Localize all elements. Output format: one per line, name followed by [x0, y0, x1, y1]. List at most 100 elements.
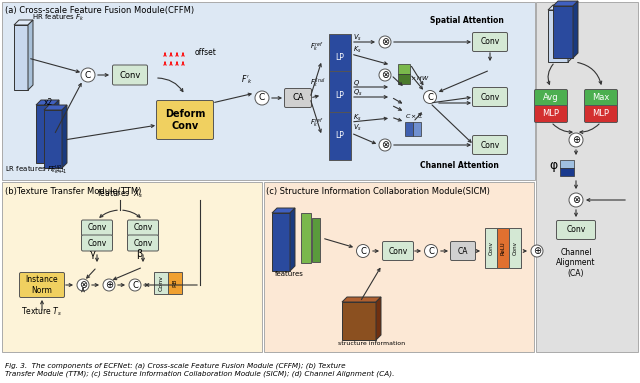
Bar: [301, 213, 311, 263]
Text: Conv: Conv: [159, 275, 163, 291]
Text: $Q$: $Q$: [353, 78, 360, 88]
Text: $C\times C$: $C\times C$: [405, 112, 424, 120]
Text: ⊗: ⊗: [381, 37, 389, 47]
Text: ⊗: ⊗: [381, 70, 389, 80]
Text: Conv: Conv: [119, 70, 141, 80]
Text: (b)Texture Transfer Module(TTM): (b)Texture Transfer Module(TTM): [5, 187, 141, 196]
Bar: [560, 160, 574, 168]
Polygon shape: [376, 297, 381, 340]
Bar: [413, 122, 421, 136]
Polygon shape: [568, 5, 573, 62]
Text: $HW\times HW$: $HW\times HW$: [398, 74, 429, 82]
Text: Conv: Conv: [388, 247, 408, 255]
Text: Conv: Conv: [566, 226, 586, 234]
Bar: [342, 302, 376, 340]
Text: features  $X_s$: features $X_s$: [97, 187, 143, 200]
Text: Avg: Avg: [543, 93, 559, 103]
Circle shape: [569, 193, 583, 207]
Circle shape: [255, 91, 269, 105]
Text: C: C: [132, 280, 138, 290]
Text: ⊗: ⊗: [572, 195, 580, 205]
FancyBboxPatch shape: [472, 33, 508, 51]
Bar: [536, 2, 638, 352]
Circle shape: [356, 244, 369, 257]
FancyBboxPatch shape: [81, 235, 113, 251]
Bar: [497, 228, 509, 268]
Text: Max: Max: [592, 93, 610, 103]
FancyBboxPatch shape: [127, 235, 159, 251]
Text: Conv: Conv: [133, 239, 152, 247]
Text: MLP: MLP: [543, 110, 559, 118]
Text: φ: φ: [549, 159, 557, 172]
Text: Channel
Alignment
(CA): Channel Alignment (CA): [556, 248, 596, 278]
Text: features: features: [275, 271, 304, 277]
FancyBboxPatch shape: [584, 105, 618, 123]
Polygon shape: [290, 208, 295, 271]
Text: ReLU: ReLU: [500, 241, 506, 255]
FancyBboxPatch shape: [157, 100, 214, 139]
Text: CA: CA: [458, 247, 468, 255]
Text: Conv: Conv: [88, 239, 107, 247]
Text: Conv: Conv: [88, 224, 107, 232]
Circle shape: [77, 279, 89, 291]
Circle shape: [379, 69, 391, 81]
Text: Channel Attention: Channel Attention: [420, 161, 499, 170]
Circle shape: [569, 133, 583, 147]
Text: $K_s$: $K_s$: [353, 113, 362, 123]
Polygon shape: [62, 105, 67, 168]
Bar: [553, 6, 573, 58]
Polygon shape: [342, 297, 381, 302]
Text: Conv: Conv: [488, 241, 493, 255]
Text: $F_k^{ref}$: $F_k^{ref}$: [310, 117, 323, 131]
Polygon shape: [272, 208, 295, 213]
Text: LP: LP: [335, 131, 344, 141]
Text: $F_k^{final}$: $F_k^{final}$: [310, 76, 326, 90]
Bar: [485, 228, 497, 268]
Polygon shape: [28, 20, 33, 90]
Circle shape: [379, 139, 391, 151]
Text: x2: x2: [44, 98, 52, 107]
FancyBboxPatch shape: [127, 220, 159, 236]
FancyBboxPatch shape: [113, 65, 147, 85]
Bar: [2, 2, 535, 180]
Text: structure information: structure information: [338, 341, 405, 346]
Bar: [272, 213, 290, 271]
Circle shape: [379, 36, 391, 48]
Text: $F'_k$: $F'_k$: [241, 73, 253, 85]
Text: Transfer Module (TTM); (c) Structure Information Collaboration Module (SICM); (d: Transfer Module (TTM); (c) Structure Inf…: [5, 370, 394, 376]
Text: HR features $F_k$: HR features $F_k$: [32, 13, 84, 23]
FancyBboxPatch shape: [383, 242, 413, 260]
Circle shape: [531, 245, 543, 257]
FancyBboxPatch shape: [584, 90, 618, 106]
Text: ⊕: ⊕: [572, 135, 580, 145]
Text: β: β: [136, 249, 142, 259]
Bar: [398, 74, 410, 84]
Text: ⊗: ⊗: [79, 280, 87, 290]
Bar: [14, 25, 28, 90]
Text: LP: LP: [335, 90, 344, 100]
Text: Conv: Conv: [481, 38, 500, 46]
FancyBboxPatch shape: [557, 221, 595, 239]
Circle shape: [424, 244, 438, 257]
Text: offset: offset: [195, 48, 217, 57]
Polygon shape: [14, 20, 33, 25]
Text: Spatial Attention: Spatial Attention: [430, 16, 504, 25]
Text: Texture $T_s$: Texture $T_s$: [21, 306, 63, 319]
FancyBboxPatch shape: [534, 105, 568, 123]
Bar: [329, 34, 351, 82]
Text: Conv: Conv: [513, 241, 518, 255]
Text: C: C: [259, 93, 265, 103]
Text: C: C: [428, 247, 434, 255]
Text: Fig. 3.  The components of ECFNet: (a) Cross-scale Feature Fusion Module (CFFM);: Fig. 3. The components of ECFNet: (a) Cr…: [5, 362, 346, 368]
Bar: [264, 182, 534, 352]
Text: (c) Structure Information Collaboration Module(SICM): (c) Structure Information Collaboration …: [266, 187, 490, 196]
Bar: [398, 64, 410, 74]
Circle shape: [129, 279, 141, 291]
Text: C: C: [85, 70, 91, 80]
Text: LR features $F_{k+1}$: LR features $F_{k+1}$: [5, 165, 65, 175]
Text: Instance
Norm: Instance Norm: [26, 275, 58, 295]
FancyBboxPatch shape: [19, 272, 65, 298]
Text: LP: LP: [335, 54, 344, 62]
Bar: [168, 272, 182, 294]
Text: Conv: Conv: [133, 224, 152, 232]
